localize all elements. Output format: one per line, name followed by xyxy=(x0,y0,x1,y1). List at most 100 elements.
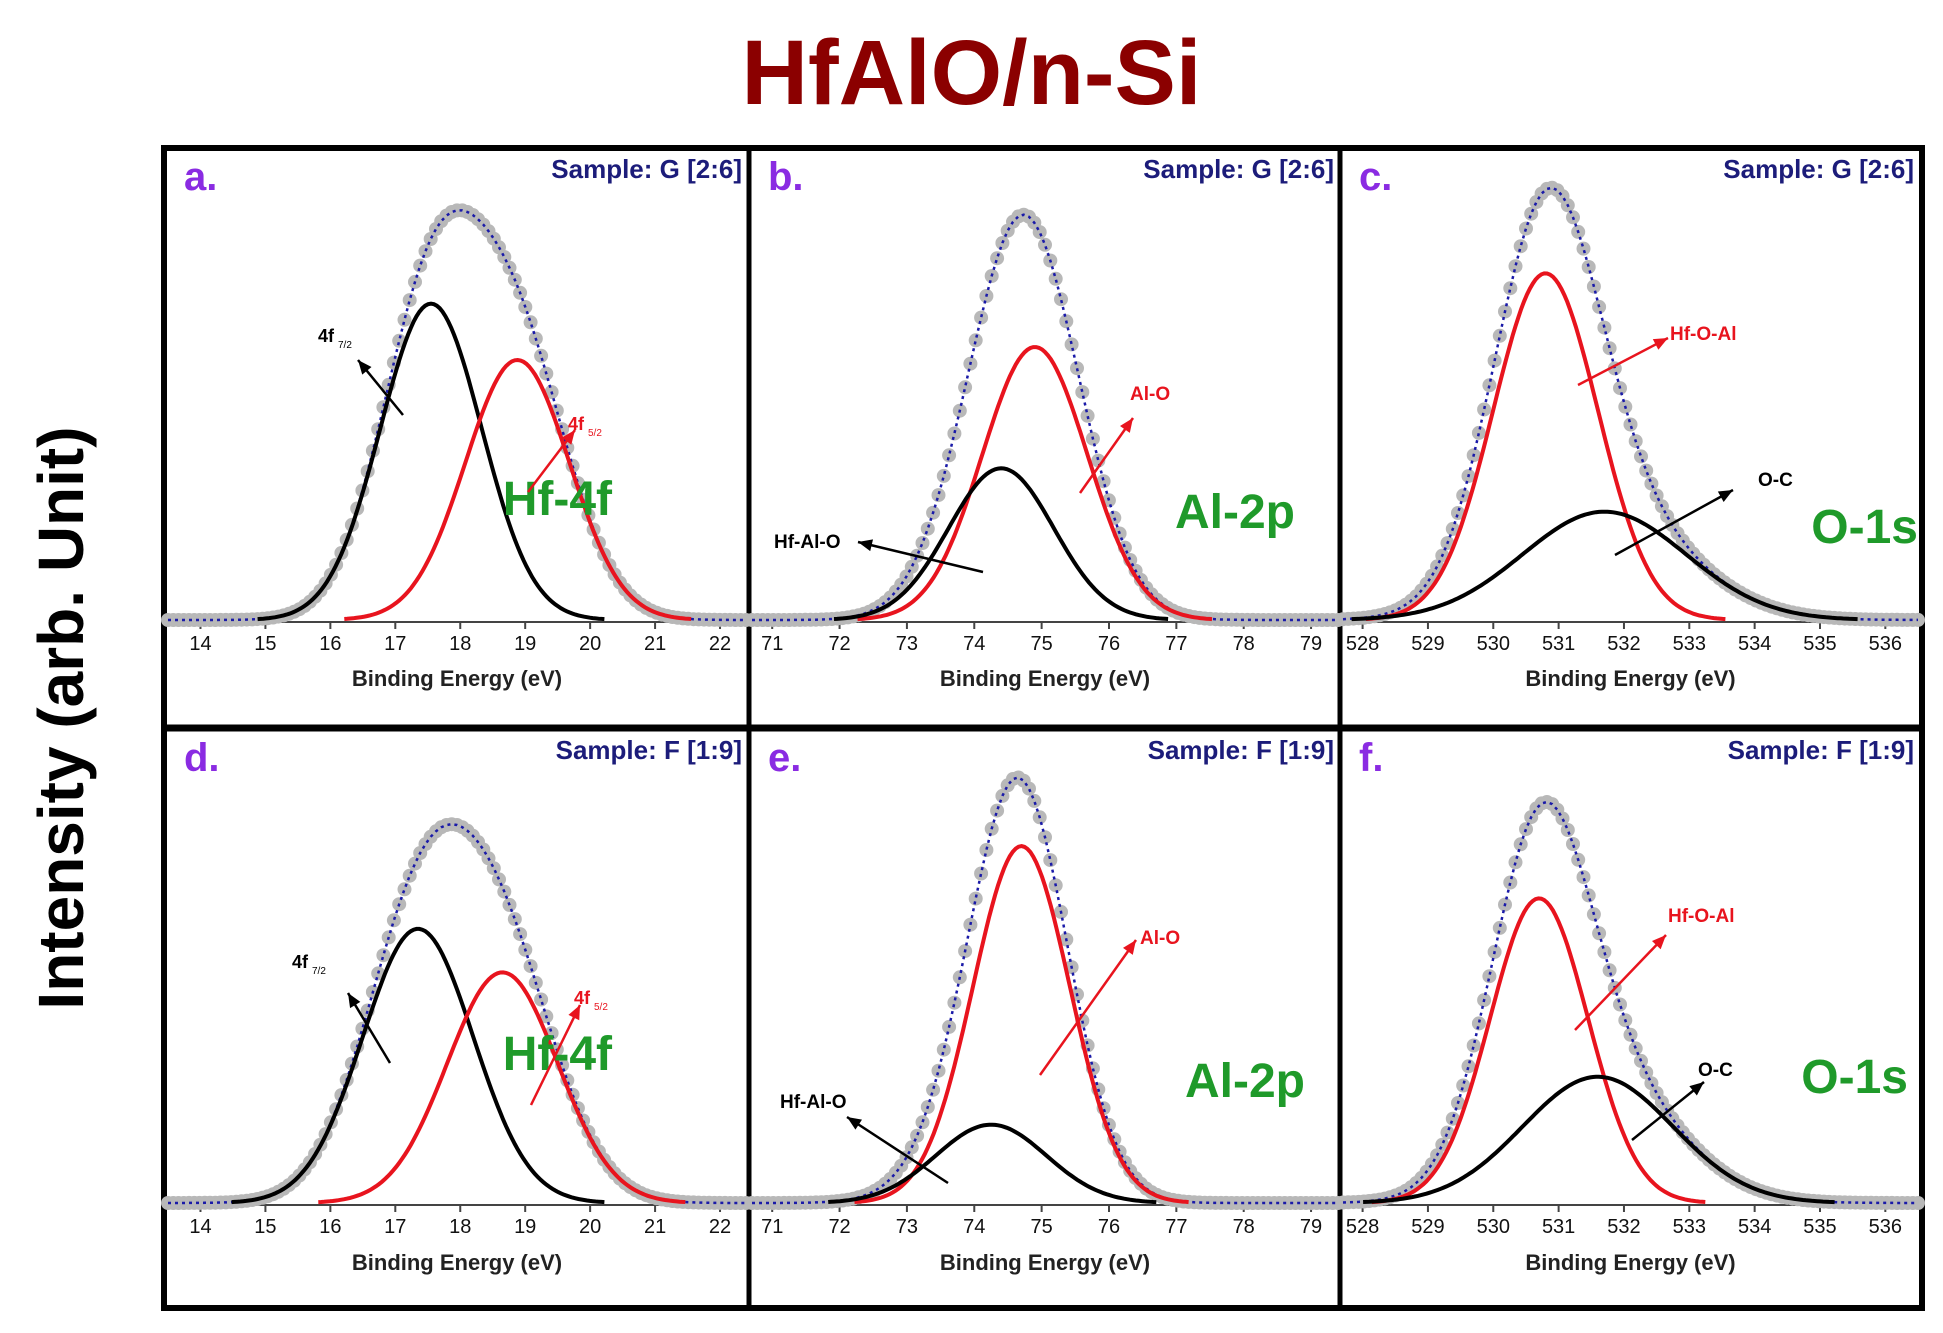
x-tick-label: 529 xyxy=(1411,633,1444,655)
measured-data-point xyxy=(402,868,417,883)
measured-data-point xyxy=(497,250,512,264)
measured-data-point xyxy=(942,448,957,463)
annotation-label: O-C xyxy=(1758,470,1793,491)
x-tick-label: 22 xyxy=(709,633,731,655)
x-tick-label: 14 xyxy=(189,633,211,655)
x-tick-label: 531 xyxy=(1542,1216,1575,1238)
fit-envelope-line xyxy=(168,209,746,622)
panel-letter: e. xyxy=(768,736,801,780)
panel-d: 14 15 16 17 18 19 20 21 22 Binding Energy (eV) d. S… xyxy=(161,735,753,1275)
measured-data-point xyxy=(936,1042,951,1057)
measured-data-point xyxy=(413,258,428,273)
measured-data-point xyxy=(534,992,549,1007)
x-tick-label: 533 xyxy=(1673,633,1706,655)
measured-data-point xyxy=(1566,837,1580,851)
annotation-label: O-C xyxy=(1698,1060,1733,1081)
annotation-arrow-line xyxy=(1614,488,1734,557)
measured-data-point xyxy=(968,333,983,348)
x-tick-label: 21 xyxy=(644,633,666,655)
fit-envelope-line xyxy=(1342,186,1918,622)
measured-data-point xyxy=(1581,888,1596,903)
measured-data-point xyxy=(1623,417,1638,432)
x-axis-label: Binding Energy (eV) xyxy=(352,1250,562,1275)
annotation-subscript: 7/2 xyxy=(338,340,352,351)
annotation-label: Hf-Al-O xyxy=(774,532,840,553)
panel-c: 528 529 530 531 532 533 534 535 536 Binding Energ… xyxy=(1336,154,1925,691)
measured-data-point xyxy=(523,959,538,974)
x-tick-label: 20 xyxy=(579,1216,601,1238)
measured-data-point xyxy=(1492,920,1507,935)
measured-data-point xyxy=(1022,781,1036,796)
annotation-arrow-head xyxy=(1651,935,1666,950)
element-label: Hf-4f xyxy=(503,1028,613,1081)
x-tick-label: 532 xyxy=(1607,1216,1640,1238)
measured-data-point xyxy=(1456,1078,1471,1093)
x-tick-label: 536 xyxy=(1869,1216,1902,1238)
annotation-arrow-line xyxy=(857,540,984,574)
measured-data-point xyxy=(1440,1125,1455,1140)
measured-data-point xyxy=(947,995,962,1010)
component-4f5-2-line xyxy=(344,357,692,621)
annotation-label: 4f xyxy=(574,988,591,1008)
x-tick-label: 534 xyxy=(1738,1216,1771,1238)
panel-b: 71 72 73 74 75 76 77 78 79 Binding Energy (eV) b. S… xyxy=(745,154,1345,691)
component-4f7-2-line xyxy=(231,926,605,1205)
measured-data-point xyxy=(931,1063,946,1078)
measured-data-point xyxy=(968,891,983,906)
component-hf-al-o-line xyxy=(833,466,1169,621)
measured-data-point xyxy=(979,843,994,857)
measured-data-point xyxy=(1466,1038,1481,1053)
element-label: O-1s xyxy=(1801,1051,1908,1104)
x-tick-label: 71 xyxy=(761,1216,783,1238)
sample-label: Sample: F [1:9] xyxy=(1728,735,1914,765)
sample-label: Sample: G [2:6] xyxy=(1143,154,1334,184)
element-label: O-1s xyxy=(1811,501,1918,554)
component-hf-al-o-line xyxy=(828,1122,1157,1205)
x-axis-label: Binding Energy (eV) xyxy=(940,1250,1150,1275)
x-tick-label: 72 xyxy=(828,1216,850,1238)
measured-data-point xyxy=(1048,271,1063,286)
measured-data-point xyxy=(386,913,401,928)
measured-data-point xyxy=(936,468,951,483)
x-tick-label: 73 xyxy=(896,1216,918,1238)
x-tick-label: 16 xyxy=(319,1216,341,1238)
measured-data-point xyxy=(1445,1111,1460,1126)
x-tick-label: 76 xyxy=(1098,1216,1120,1238)
measured-data-point xyxy=(1597,945,1612,959)
measured-data-point xyxy=(947,426,962,441)
x-tick-label: 20 xyxy=(579,633,601,655)
x-tick-label: 532 xyxy=(1607,633,1640,655)
panel-letter: f. xyxy=(1359,736,1383,780)
measured-data-point xyxy=(418,244,433,259)
x-tick-label: 77 xyxy=(1165,1216,1187,1238)
sample-label: Sample: F [1:9] xyxy=(1148,735,1334,765)
measured-data-point xyxy=(1503,875,1518,890)
annotation-arrow-head xyxy=(858,539,874,552)
x-tick-label: 77 xyxy=(1165,633,1187,655)
annotation-label: 4f xyxy=(292,952,309,972)
annotation-label: Al-O xyxy=(1130,384,1170,405)
measured-data-point xyxy=(1471,425,1486,440)
x-tick-label: 18 xyxy=(449,633,471,655)
fit-envelope-line xyxy=(1342,800,1918,1205)
measured-data-point xyxy=(534,348,549,363)
x-tick-label: 78 xyxy=(1233,633,1255,655)
measured-data-point xyxy=(1639,463,1654,478)
x-tick-label: 531 xyxy=(1542,633,1575,655)
measured-data-point xyxy=(1576,870,1591,885)
measured-data-point xyxy=(1634,449,1648,464)
panel-letter: c. xyxy=(1359,155,1392,199)
x-axis-label: Binding Energy (eV) xyxy=(940,666,1150,691)
measured-data-point xyxy=(1032,225,1047,240)
measured-data-point xyxy=(974,310,989,325)
component-o-c-line xyxy=(1363,1074,1835,1205)
annotation-arrow-head xyxy=(1120,418,1133,433)
measured-data-point xyxy=(1560,823,1575,837)
annotation-arrow-line xyxy=(1574,934,1667,1031)
measured-data-point xyxy=(397,312,412,327)
measured-data-point xyxy=(1613,997,1627,1012)
x-tick-label: 535 xyxy=(1803,633,1836,655)
measured-data-point xyxy=(1477,402,1492,417)
measured-data-point xyxy=(1524,206,1539,221)
x-tick-label: 18 xyxy=(449,1216,471,1238)
